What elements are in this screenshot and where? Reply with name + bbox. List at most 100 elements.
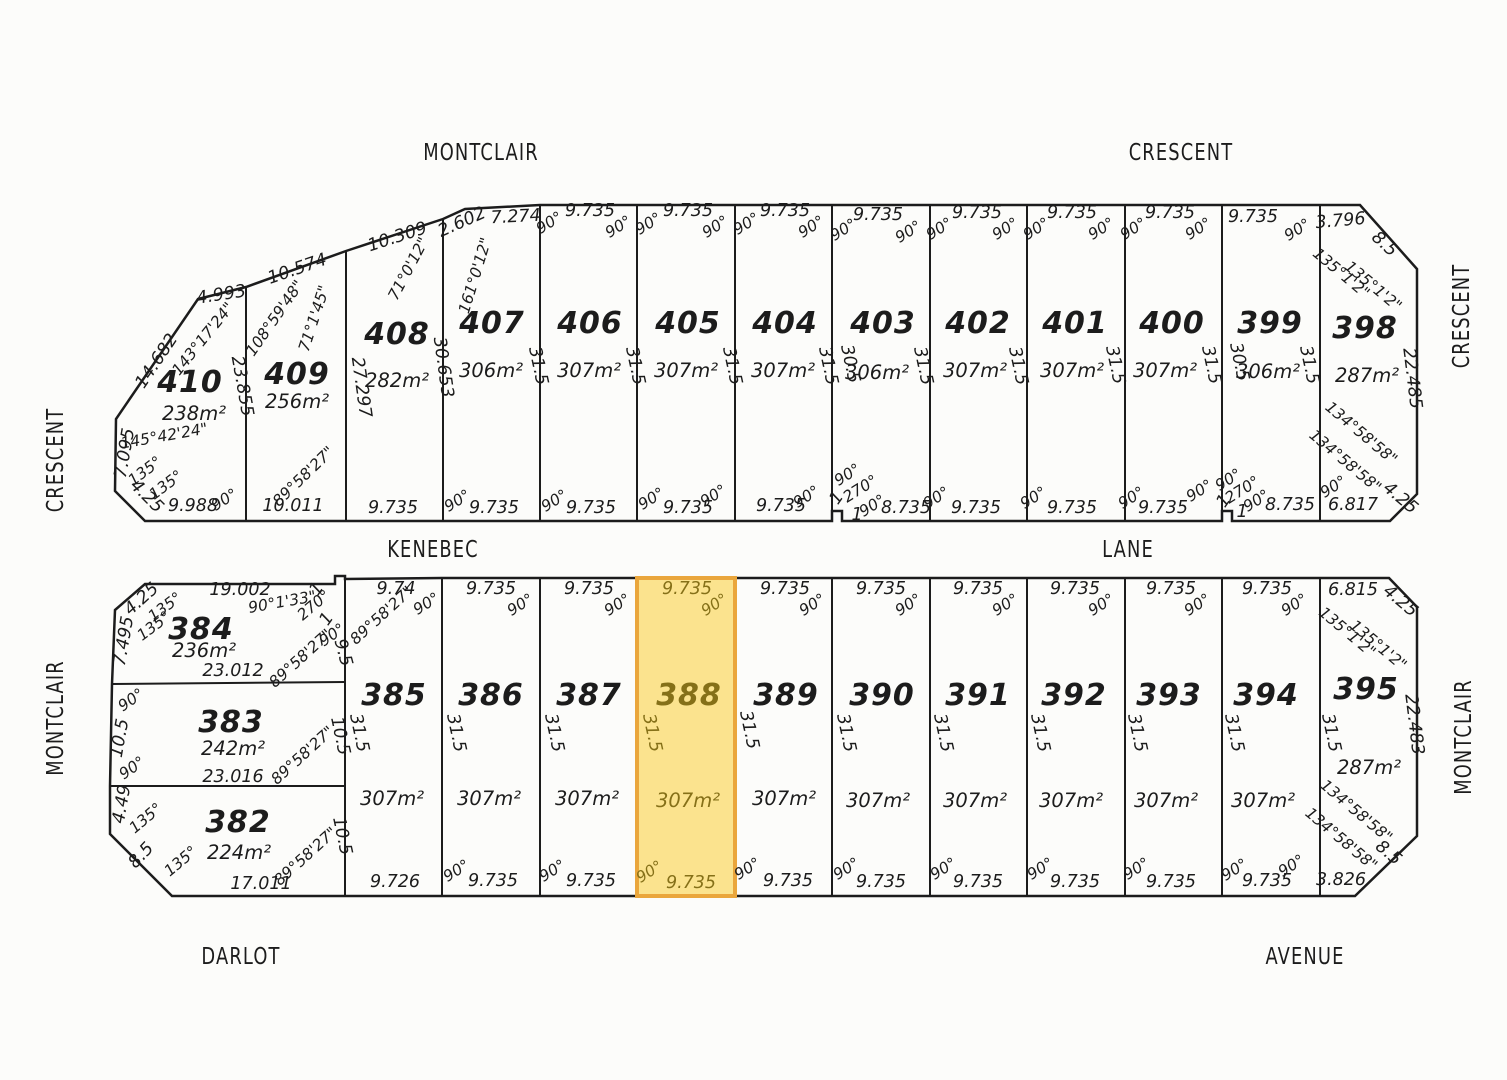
highlighted-lot-388[interactable]	[635, 576, 737, 898]
street-label-avenue: AVENUE	[1265, 943, 1344, 970]
dimension-label: 9.726	[370, 872, 420, 892]
lot-number-386: 386	[458, 678, 524, 713]
dimension-label: 9.735	[1050, 579, 1100, 599]
lot-area-label: 307m²	[557, 359, 621, 382]
lot-area-label: 307m²	[751, 359, 815, 382]
dimension-label: 9.735	[663, 498, 713, 518]
lot-area-label: 306m²	[1236, 360, 1300, 383]
lot-number-407: 407	[458, 306, 525, 341]
dimension-label: 9.735	[564, 579, 614, 599]
lot-number-393: 393	[1136, 678, 1202, 713]
dimension-label: 17.011	[230, 874, 291, 894]
dimension-label: 9.735	[1145, 203, 1195, 223]
lot-area-label: 287m²	[1337, 756, 1401, 779]
lot-number-408: 408	[363, 317, 430, 352]
dimension-label: 9.735	[953, 579, 1003, 599]
lot-area-label: 307m²	[752, 787, 816, 810]
dimension-label: 9.735	[763, 871, 813, 891]
dimension-label: 19.002	[209, 580, 270, 600]
lot-number-382: 382	[205, 805, 271, 840]
lot-number-400: 400	[1138, 306, 1205, 341]
dimension-label: 9.735	[566, 871, 616, 891]
dimension-label: 9.735	[1242, 871, 1292, 891]
dimension-label: 3.826	[1316, 870, 1366, 890]
street-label-kenebec: KENEBEC	[387, 536, 479, 563]
dimension-label: 6.815	[1328, 580, 1378, 600]
lot-number-384: 384	[168, 612, 234, 647]
lot-number-409: 409	[263, 357, 330, 392]
street-label-montclair: MONTCLAIR	[423, 139, 539, 166]
dimension-label: 23.016	[202, 767, 263, 787]
lot-area-label: 307m²	[1231, 789, 1295, 812]
lot-number-387: 387	[556, 678, 622, 713]
lot-number-403: 403	[849, 306, 916, 341]
street-label-montclair: MONTCLAIR	[42, 660, 69, 776]
lot-area-label: 287m²	[1335, 364, 1399, 387]
lot-number-395: 395	[1333, 672, 1399, 707]
block-south-outline	[108, 574, 1419, 898]
lot-area-label: 307m²	[656, 789, 720, 812]
lot-area-label: 307m²	[654, 359, 718, 382]
dimension-label: 9.735	[952, 203, 1002, 223]
lot-area-label: 224m²	[207, 841, 271, 864]
lot-number-398: 398	[1332, 311, 1398, 346]
dimension-label: 9.735	[856, 579, 906, 599]
dimension-label: 3.796	[1315, 209, 1367, 233]
lot-area-label: 238m²	[162, 402, 226, 425]
dimension-label: 9.735	[566, 498, 616, 518]
dimension-label: 9.735	[1242, 579, 1292, 599]
lot-area-label: 307m²	[846, 789, 910, 812]
lot-number-406: 406	[556, 306, 623, 341]
lot-area-label: 256m²	[265, 390, 329, 413]
dimension-label: 9.735	[663, 201, 713, 221]
lot-number-389: 389	[753, 678, 819, 713]
lot-boundary-384-383	[111, 681, 346, 685]
dimension-label: 9.735	[760, 579, 810, 599]
street-label-crescent: CRESCENT	[1129, 139, 1234, 166]
dimension-label: 9.735	[368, 498, 418, 518]
lot-area-label: 307m²	[1039, 789, 1103, 812]
dimension-label: 9.735	[1050, 872, 1100, 892]
lot-number-410: 410	[156, 365, 223, 400]
dimension-label: 10.011	[262, 496, 323, 516]
dimension-label: 9.988	[168, 496, 218, 516]
dimension-label: 9.735	[1146, 872, 1196, 892]
dimension-label: 7.274	[490, 206, 541, 229]
lot-area-label: 306m²	[845, 361, 909, 384]
dimension-label: 9.735	[468, 871, 518, 891]
street-label-montclair: MONTCLAIR	[1450, 679, 1477, 795]
lot-area-label: 307m²	[1133, 359, 1197, 382]
lot-number-401: 401	[1041, 306, 1108, 341]
dimension-label: 9.74	[377, 579, 416, 599]
street-label-lane: LANE	[1102, 536, 1154, 563]
lot-number-383: 383	[198, 705, 264, 740]
dimension-label: 23.012	[202, 661, 263, 681]
dimension-label: 9.735	[1146, 579, 1196, 599]
dimension-label: 1	[851, 505, 862, 525]
dimension-label: 9.735	[1138, 498, 1188, 518]
lot-number-404: 404	[751, 306, 818, 341]
dimension-label: 6.817	[1328, 495, 1378, 515]
lot-area-label: 307m²	[943, 359, 1007, 382]
dimension-label: 8.735	[881, 498, 931, 518]
dimension-label: 9.735	[1047, 203, 1097, 223]
dimension-label: 9.735	[951, 498, 1001, 518]
lot-number-399: 399	[1237, 306, 1303, 341]
lot-number-402: 402	[944, 306, 1011, 341]
lot-number-390: 390	[849, 678, 915, 713]
dimension-label: 9.735	[466, 579, 516, 599]
dimension-label: 9.735	[565, 201, 615, 221]
dimension-label: 9.735	[666, 873, 716, 893]
dimension-label: 8.735	[1265, 495, 1315, 515]
block-north-outline	[113, 203, 1419, 523]
lot-area-label: 307m²	[943, 789, 1007, 812]
dimension-label: 9.735	[469, 498, 519, 518]
dimension-label: 9.735	[756, 496, 806, 516]
lot-area-label: 307m²	[360, 787, 424, 810]
lot-number-392: 392	[1041, 678, 1107, 713]
dimension-label: 9.735	[853, 205, 903, 225]
dimension-label: 9.735	[662, 579, 712, 599]
